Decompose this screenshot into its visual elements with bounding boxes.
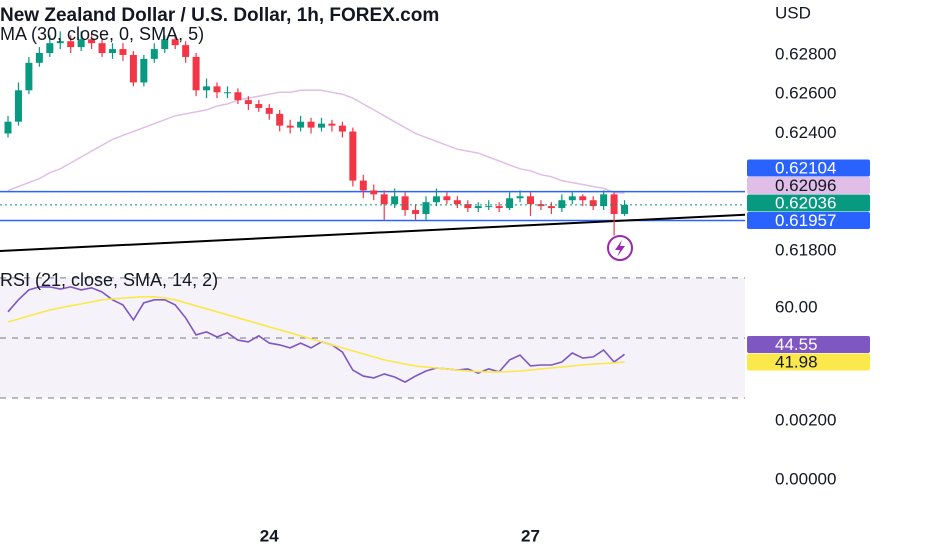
y-tick-label: 0.62800 [775,44,836,63]
candle-body [422,202,430,214]
y-tick-label: 0.61800 [775,241,836,260]
candle-body [223,92,231,94]
y-tick-label: 0.62600 [775,84,836,103]
price-label-bg [747,176,870,194]
candle-body [380,194,388,205]
candle-body [453,200,461,205]
series-line [7,89,625,194]
candle-body [547,206,555,209]
candle-body [14,90,22,122]
rsi-legend: RSI (21, close, SMA, 14, 2) [0,270,218,290]
candle-body [600,194,608,207]
price-axis: 0.628000.626000.624000.618000.619570.620… [747,44,870,488]
candle-body [46,43,54,53]
candle-body [35,53,43,63]
y-tick-label: 0.00200 [775,410,836,429]
candle-body [203,86,211,91]
candle-body [464,204,472,209]
candle-body [349,131,357,181]
candle-body [25,62,33,91]
candle-body [276,113,284,126]
candle-body [443,196,451,201]
candle-body [297,121,305,128]
candle-body [286,125,294,128]
ma-legend: MA (30, close, 0, SMA, 5) [0,24,204,44]
price-label-bg [747,194,870,212]
candle-body [150,49,158,59]
candle-body [56,41,64,44]
legends: New Zealand Dollar / U.S. Dollar, 1h, FO… [0,5,439,290]
candle-body [474,206,482,209]
candle-body [244,100,252,105]
candle-body [579,196,587,201]
x-tick-label: 24 [260,526,279,545]
candle-body [88,39,96,44]
candle-body [129,54,137,83]
price-label-bg [747,353,870,371]
candle-body [621,204,629,214]
candle-body [338,125,346,132]
chart-title: New Zealand Dollar / U.S. Dollar, 1h, FO… [0,5,439,26]
candle-body [119,49,127,55]
candle-body [568,196,576,201]
price-label: 0.62036 [775,193,836,212]
candle-body [359,180,367,191]
candle-body [192,56,200,91]
candle-body [527,196,534,205]
candle-body [412,210,420,214]
candle-body [67,41,75,48]
candle-body [182,45,190,57]
candle-body [558,200,566,209]
candle-body [77,39,85,48]
candle-body [589,200,597,207]
candle-body [213,86,221,93]
candle-body [516,196,524,199]
trend-line [0,213,745,253]
alert-icon [607,235,633,261]
candle-body [485,206,493,208]
candle-body [391,196,399,205]
price-label-bg [747,159,870,177]
plot-area [0,31,745,399]
price-label-bg [747,211,870,229]
candle-body [109,49,116,53]
candle-body [495,206,503,209]
candle-body [140,58,148,83]
y-tick-label: 60.00 [775,297,818,316]
candle-body [506,198,514,209]
candle-body [4,121,12,134]
candle-body [255,104,263,108]
candle-body [318,123,325,128]
price-label: 0.62104 [775,158,836,177]
price-label: 0.62096 [775,176,836,195]
series-line [7,296,625,373]
price-label: 44.55 [775,335,818,354]
candle-body [161,39,169,50]
price-label: 41.98 [775,353,818,372]
y-tick-label: 0.62400 [775,123,836,142]
candle-body [171,39,179,46]
candle-body [370,190,378,195]
price-label: 0.61957 [775,211,836,230]
x-tick-label: 27 [521,526,540,545]
price-label-bg [747,336,870,354]
candle-body [401,196,409,211]
candle-body [265,107,273,114]
candle-body [234,92,242,101]
currency-label: USD [775,3,811,22]
candle-body [328,123,336,126]
y-tick-label: 0.00000 [775,469,836,488]
candle-body [307,121,315,128]
candle-body [432,196,440,203]
candle-body [98,43,106,53]
candle-body [610,194,618,214]
